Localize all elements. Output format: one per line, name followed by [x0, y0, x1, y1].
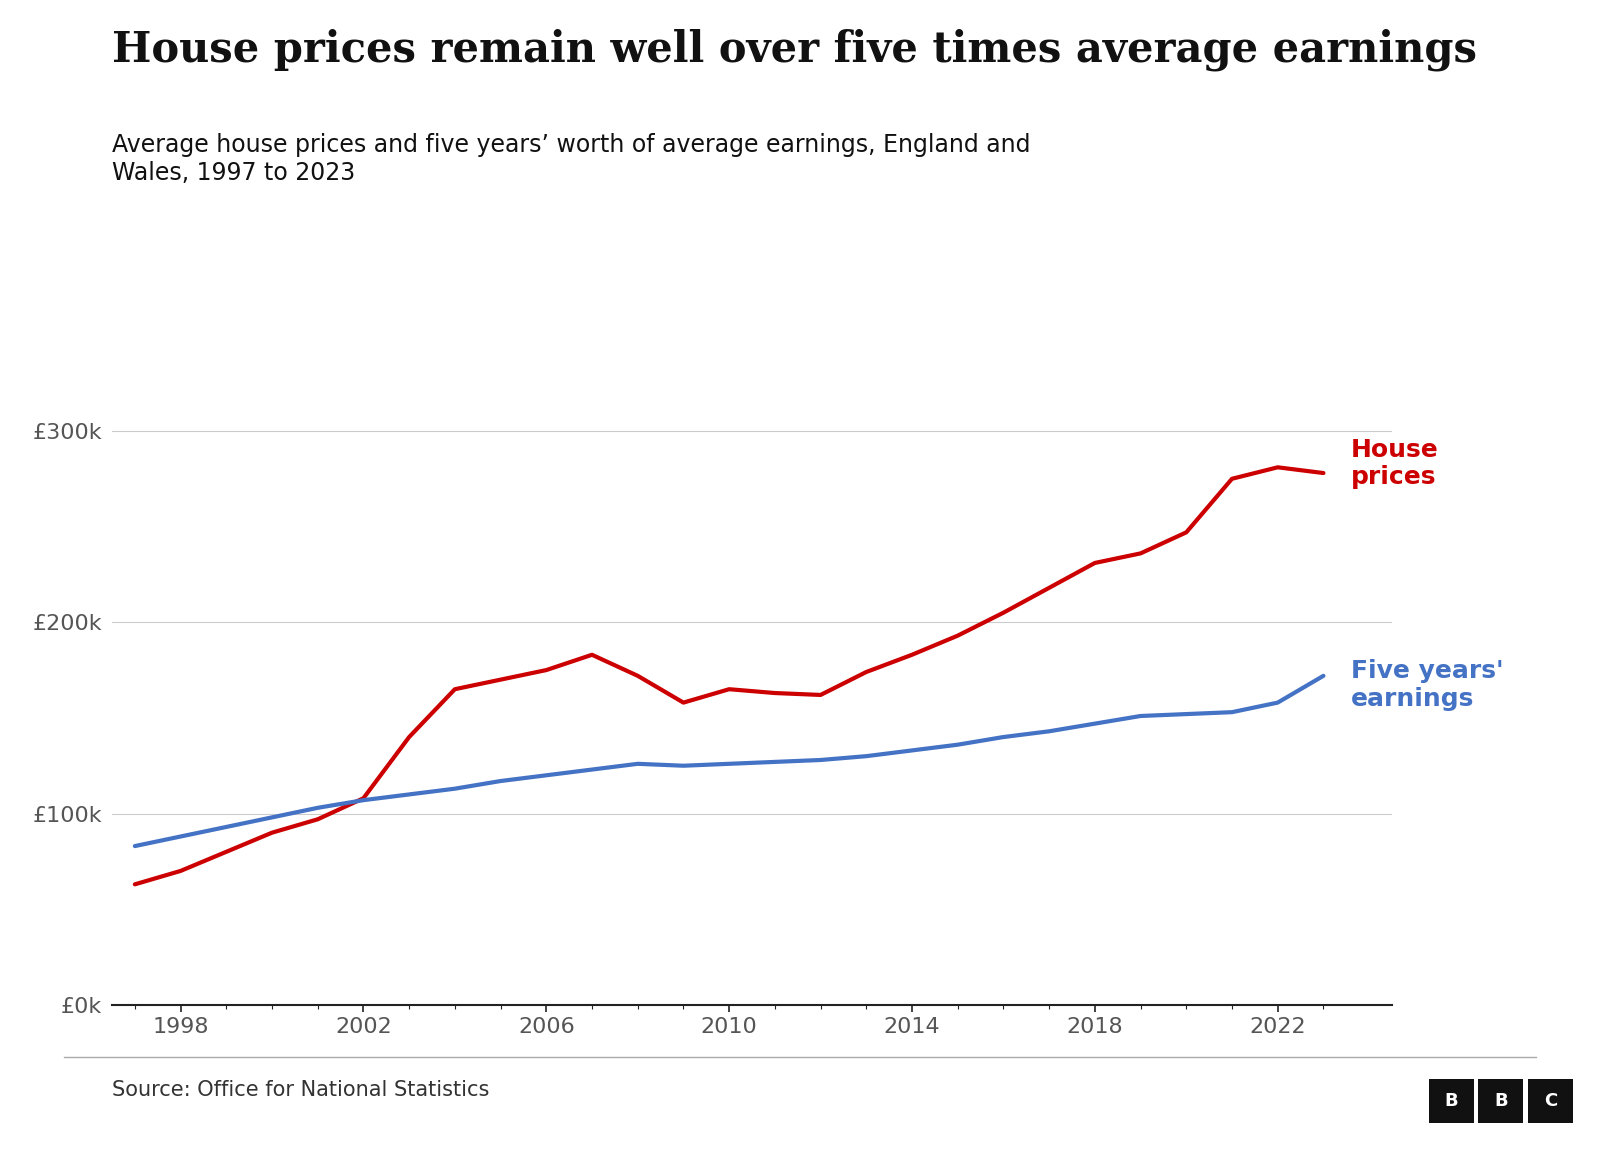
Text: Five years'
earnings: Five years' earnings — [1350, 660, 1504, 711]
Text: Source: Office for National Statistics: Source: Office for National Statistics — [112, 1080, 490, 1100]
Text: Average house prices and five years’ worth of average earnings, England and
Wale: Average house prices and five years’ wor… — [112, 133, 1030, 185]
Text: C: C — [1544, 1091, 1557, 1110]
Text: B: B — [1445, 1091, 1458, 1110]
Text: B: B — [1494, 1091, 1507, 1110]
Text: House prices remain well over five times average earnings: House prices remain well over five times… — [112, 29, 1477, 72]
Text: House
prices: House prices — [1350, 438, 1438, 490]
